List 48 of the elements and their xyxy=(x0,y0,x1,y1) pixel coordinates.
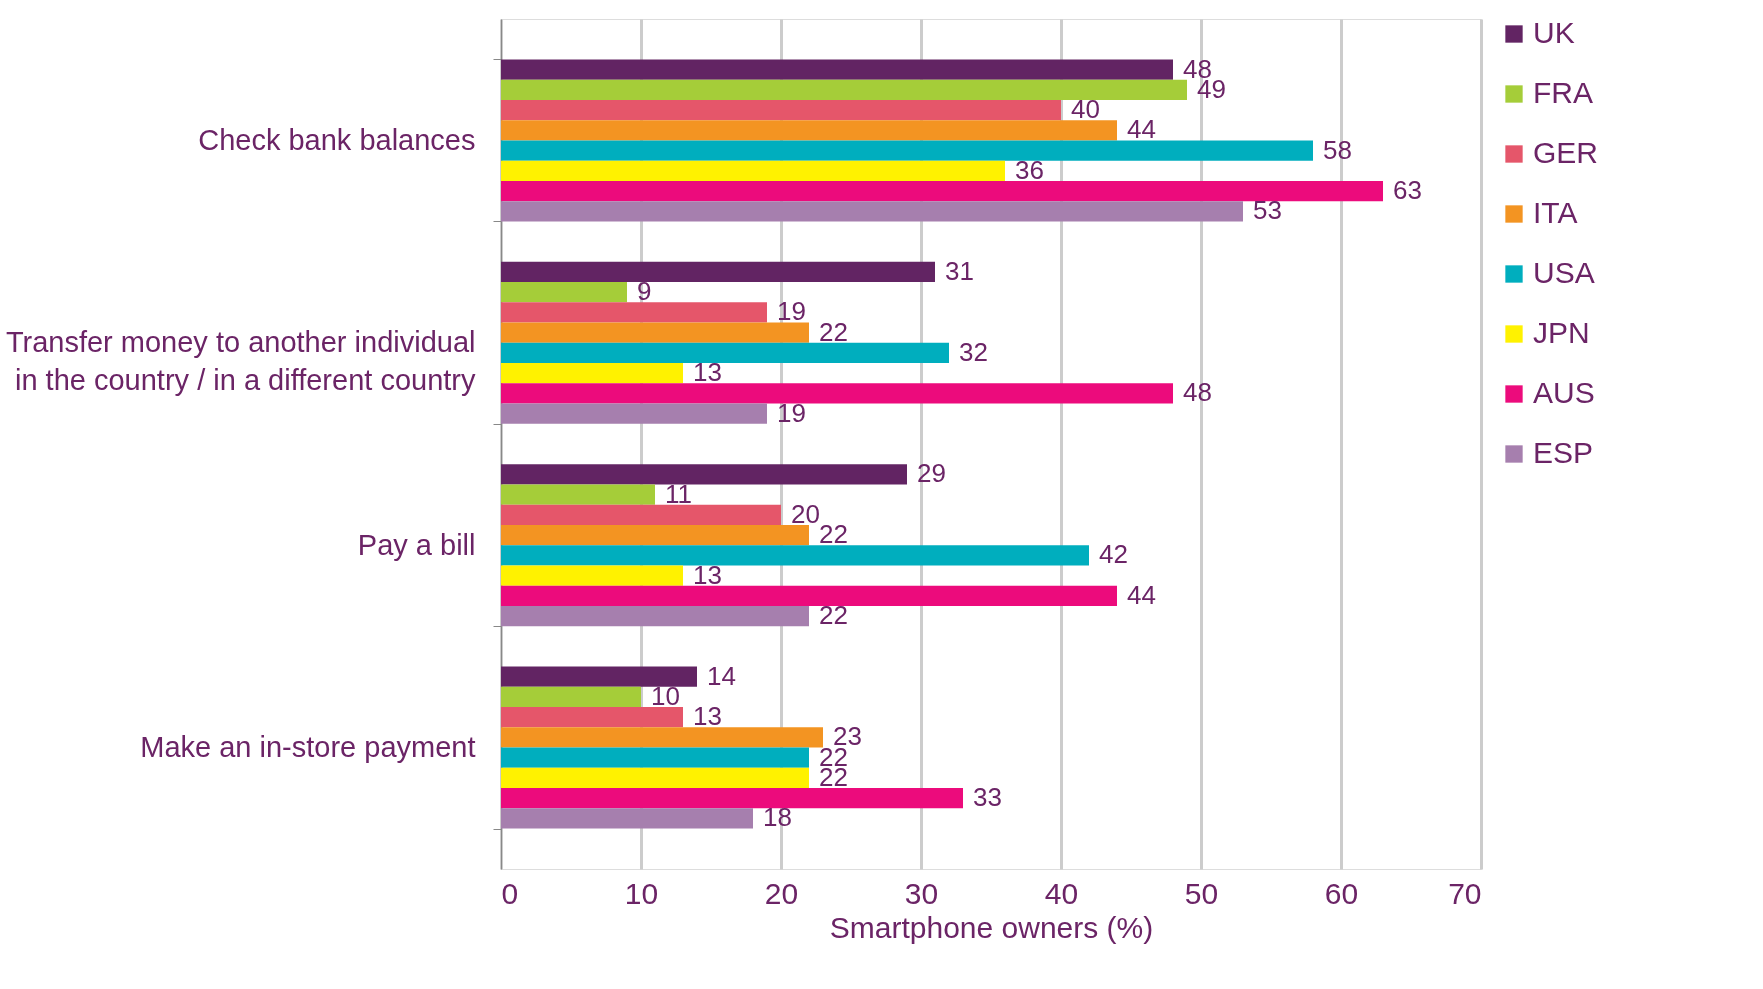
data-label: 13 xyxy=(693,559,722,590)
legend-label: GER xyxy=(1533,136,1599,169)
data-label: 22 xyxy=(819,316,848,347)
data-label: 53 xyxy=(1253,195,1282,226)
data-label: 13 xyxy=(693,701,722,732)
data-label: 22 xyxy=(819,519,848,550)
x-tick-label: 30 xyxy=(904,876,939,910)
x-tick-label: 0 xyxy=(501,876,519,910)
legend-label: ITA xyxy=(1533,196,1578,229)
data-label: 44 xyxy=(1127,114,1156,145)
data-label: 9 xyxy=(637,276,652,307)
x-tick-label: 20 xyxy=(764,876,799,910)
data-label: 29 xyxy=(917,458,946,489)
y-tick-label: Pay a bill xyxy=(357,528,476,561)
data-label: 10 xyxy=(651,680,680,711)
legend-label: ESP xyxy=(1533,436,1594,469)
x-axis-title: Smartphone owners (%) xyxy=(829,910,1154,944)
y-tick-label: Transfer money to another individual in the country / in a different country xyxy=(5,326,476,397)
data-label: 36 xyxy=(1015,154,1044,185)
data-label: 11 xyxy=(665,478,692,509)
x-tick-label: 60 xyxy=(1324,876,1359,910)
data-label: 13 xyxy=(693,357,722,388)
data-label: 20 xyxy=(791,498,820,529)
data-label: 44 xyxy=(1127,579,1156,610)
legend-label: USA xyxy=(1533,256,1595,289)
data-label: 40 xyxy=(1071,94,1100,125)
y-tick-label: Check bank balances xyxy=(198,123,476,156)
legend-label: FRA xyxy=(1533,76,1593,109)
data-label: 33 xyxy=(973,782,1002,813)
data-label: 22 xyxy=(819,600,848,631)
data-label: 19 xyxy=(777,296,806,327)
x-tick-label: 10 xyxy=(624,876,659,910)
data-label: 18 xyxy=(763,802,792,833)
legend-label: JPN xyxy=(1533,316,1590,349)
x-tick-label: 50 xyxy=(1184,876,1219,910)
data-label: 58 xyxy=(1323,134,1352,165)
data-label: 19 xyxy=(777,397,806,428)
legend-label: AUS xyxy=(1533,376,1595,409)
data-label: 14 xyxy=(707,660,736,691)
y-tick-label: Make an in-store payment xyxy=(140,731,476,764)
data-label: 31 xyxy=(945,255,974,286)
data-label: 32 xyxy=(959,336,988,367)
data-label: 48 xyxy=(1183,377,1212,408)
data-label: 42 xyxy=(1099,539,1128,570)
data-label: 63 xyxy=(1393,175,1422,206)
legend-label: UK xyxy=(1533,16,1575,49)
x-tick-label: 40 xyxy=(1044,876,1079,910)
x-tick-label: 70 xyxy=(1448,876,1482,910)
